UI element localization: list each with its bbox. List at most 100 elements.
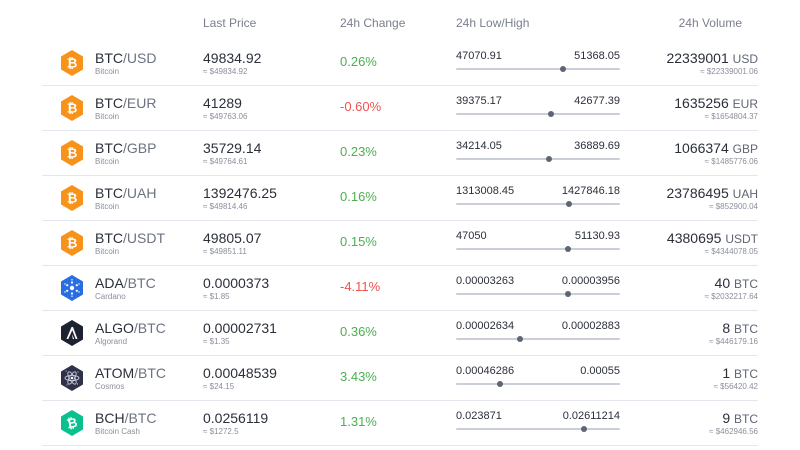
- volume-24h: 1066374 GBP: [674, 140, 758, 156]
- range-bar: [456, 336, 620, 342]
- coin-name: Cardano: [95, 292, 126, 301]
- svg-text:₿: ₿: [67, 236, 78, 251]
- svg-text:₿: ₿: [67, 191, 78, 206]
- low-24h: 0.00002634: [456, 320, 515, 332]
- range-bar: [456, 381, 620, 387]
- pair-base: BTC: [95, 185, 123, 201]
- table-row[interactable]: ALGO/BTC Algorand 0.00002731 ≈ $1.35 0.3…: [42, 310, 758, 356]
- volume-usd: ≈ $446179.16: [709, 337, 758, 346]
- volume-usd: ≈ $2032217.64: [704, 292, 758, 301]
- pair-label[interactable]: BTC/GBP: [95, 140, 156, 156]
- range-bar: [456, 66, 620, 72]
- high-24h: 51368.05: [574, 50, 620, 62]
- table-row[interactable]: ₿ BTC/USDT Bitcoin 49805.07 ≈ $49851.11 …: [42, 220, 758, 266]
- last-price: 35729.14: [203, 140, 262, 156]
- low-24h: 39375.17: [456, 95, 502, 107]
- volume-unit: EUR: [732, 97, 758, 111]
- volume-24h: 40 BTC: [715, 275, 758, 291]
- range-bar: [456, 426, 620, 432]
- table-row[interactable]: ₿ BTC/USD Bitcoin 49834.92 ≈ $49834.92 0…: [42, 40, 758, 86]
- pair-label[interactable]: BTC/EUR: [95, 95, 156, 111]
- pair-base: BTC: [95, 50, 123, 66]
- pair-label[interactable]: ATOM/BTC: [95, 365, 166, 381]
- range-bar: [456, 291, 620, 297]
- table-row[interactable]: ATOM/BTC Cosmos 0.00048539 ≈ $24.15 3.43…: [42, 355, 758, 401]
- last-price: 0.0256119: [203, 410, 269, 426]
- range-marker: [497, 381, 504, 387]
- header-24h-low-high[interactable]: 24h Low/High: [456, 16, 530, 30]
- range-bar: [456, 111, 620, 117]
- bitcoin-icon: ₿: [60, 230, 84, 256]
- last-price-usd: ≈ $49851.11: [203, 247, 247, 256]
- volume-unit: USD: [732, 52, 758, 66]
- pair-label[interactable]: ALGO/BTC: [95, 320, 166, 336]
- algorand-icon: [60, 320, 84, 346]
- range-marker: [564, 291, 571, 297]
- last-price-usd: ≈ $1.35: [203, 337, 230, 346]
- pair-label[interactable]: BTC/USDT: [95, 230, 165, 246]
- volume-24h: 22339001 USD: [666, 50, 758, 66]
- table-row[interactable]: ₿ BTC/UAH Bitcoin 1392476.25 ≈ $49814.46…: [42, 175, 758, 221]
- bitcoin-icon: ₿: [60, 50, 84, 76]
- pair-base: BTC: [95, 95, 123, 111]
- svg-text:₿: ₿: [67, 146, 78, 161]
- header-24h-change[interactable]: 24h Change: [340, 16, 406, 30]
- high-24h: 0.02611214: [562, 410, 620, 422]
- last-price: 0.00002731: [203, 320, 277, 336]
- range-bar: [456, 201, 620, 207]
- pair-label[interactable]: BCH/BTC: [95, 410, 156, 426]
- volume-value: 22339001: [666, 50, 729, 66]
- volume-24h: 8 BTC: [722, 320, 758, 336]
- table-row[interactable]: ₿ BTC/EUR Bitcoin 41289 ≈ $49763.06 -0.6…: [42, 85, 758, 131]
- pair-label[interactable]: BTC/USD: [95, 50, 156, 66]
- pair-quote: /USD: [123, 50, 157, 66]
- volume-value: 4380695: [666, 230, 722, 246]
- volume-value: 40: [714, 275, 731, 291]
- table-row[interactable]: ₿ BCH/BTC Bitcoin Cash 0.0256119 ≈ $1272…: [42, 400, 758, 446]
- high-24h: 36889.69: [574, 140, 620, 152]
- pair-label[interactable]: BTC/UAH: [95, 185, 156, 201]
- coin-name: Bitcoin: [95, 247, 120, 256]
- low-24h: 47070.91: [456, 50, 502, 62]
- volume-value: 1066374: [674, 140, 729, 156]
- volume-usd: ≈ $22339001.06: [700, 67, 758, 76]
- pair-base: BTC: [95, 230, 123, 246]
- bitcoin-icon: ₿: [60, 95, 84, 121]
- pair-quote: /BTC: [123, 275, 156, 291]
- coin-name: Bitcoin: [95, 157, 120, 166]
- bitcoin-icon: ₿: [60, 140, 84, 166]
- low-24h: 34214.05: [456, 140, 502, 152]
- last-price: 49834.92: [203, 50, 262, 66]
- last-price-usd: ≈ $49763.06: [203, 112, 248, 121]
- pair-quote: /UAH: [123, 185, 157, 201]
- table-row[interactable]: ₿ BTC/GBP Bitcoin 35729.14 ≈ $49764.61 0…: [42, 130, 758, 176]
- low-24h: 0.00003263: [456, 275, 515, 287]
- last-price-usd: ≈ $24.15: [203, 382, 235, 391]
- range-marker: [566, 201, 573, 207]
- change-24h: 0.26%: [340, 54, 377, 69]
- coin-name: Bitcoin: [95, 112, 120, 121]
- pair-label[interactable]: ADA/BTC: [95, 275, 156, 291]
- header-last-price[interactable]: Last Price: [203, 16, 257, 30]
- table-row[interactable]: ADA/BTC Cardano 0.0000373 ≈ $1.85 -4.11%…: [42, 265, 758, 311]
- high-24h: 0.00003956: [561, 275, 620, 287]
- volume-usd: ≈ $1654804.37: [704, 112, 758, 121]
- range-marker: [580, 426, 587, 432]
- last-price-usd: ≈ $1.85: [203, 292, 230, 301]
- coin-name: Algorand: [95, 337, 128, 346]
- bitcoin-icon: ₿: [60, 185, 84, 211]
- pair-base: BCH: [95, 410, 125, 426]
- volume-value: 8: [722, 320, 731, 336]
- low-24h: 47050: [456, 230, 487, 242]
- volume-value: 1: [722, 365, 731, 381]
- last-price-usd: ≈ $49834.92: [203, 67, 248, 76]
- pair-quote: /EUR: [123, 95, 157, 111]
- header-24h-volume[interactable]: 24h Volume: [678, 16, 742, 30]
- high-24h: 42677.39: [574, 95, 620, 107]
- range-bar: [456, 246, 620, 252]
- last-price-usd: ≈ $1272.5: [203, 427, 239, 436]
- volume-value: 1635256: [674, 95, 729, 111]
- last-price-usd: ≈ $49764.61: [203, 157, 248, 166]
- bitcoin-cash-icon: ₿: [60, 410, 84, 436]
- volume-unit: BTC: [734, 367, 758, 381]
